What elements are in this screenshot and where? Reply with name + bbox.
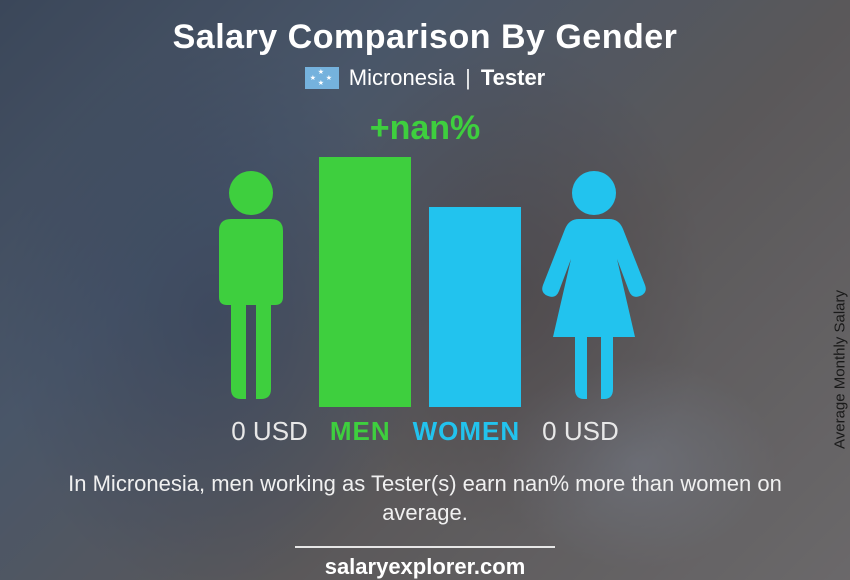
bar-men <box>319 157 411 407</box>
chart-area: +nan% 0 USD MEN WOMEN 0 USD <box>105 109 745 447</box>
labels-row: 0 USD MEN WOMEN 0 USD <box>105 416 745 447</box>
subtitle-row: ★★★★ Micronesia | Tester <box>305 65 546 91</box>
man-icon <box>201 167 301 407</box>
content-container: Salary Comparison By Gender ★★★★ Microne… <box>0 0 850 580</box>
figure-row <box>105 147 745 407</box>
men-value: 0 USD <box>231 416 308 447</box>
y-axis-label: Average Monthly Salary <box>832 290 849 449</box>
country-label: Micronesia <box>349 65 455 91</box>
footer-brand: salaryexplorer.com <box>325 554 526 580</box>
footer-divider <box>295 546 555 548</box>
page-title: Salary Comparison By Gender <box>173 18 678 57</box>
women-label: WOMEN <box>413 416 521 447</box>
divider-icon: | <box>465 65 471 91</box>
micronesia-flag-icon: ★★★★ <box>305 67 339 89</box>
women-value: 0 USD <box>542 416 619 447</box>
men-label: MEN <box>330 416 391 447</box>
percent-diff-label: +nan% <box>370 109 481 148</box>
bar-women <box>429 207 521 407</box>
job-label: Tester <box>481 65 545 91</box>
woman-icon <box>539 167 649 407</box>
summary-text: In Micronesia, men working as Tester(s) … <box>45 469 805 528</box>
